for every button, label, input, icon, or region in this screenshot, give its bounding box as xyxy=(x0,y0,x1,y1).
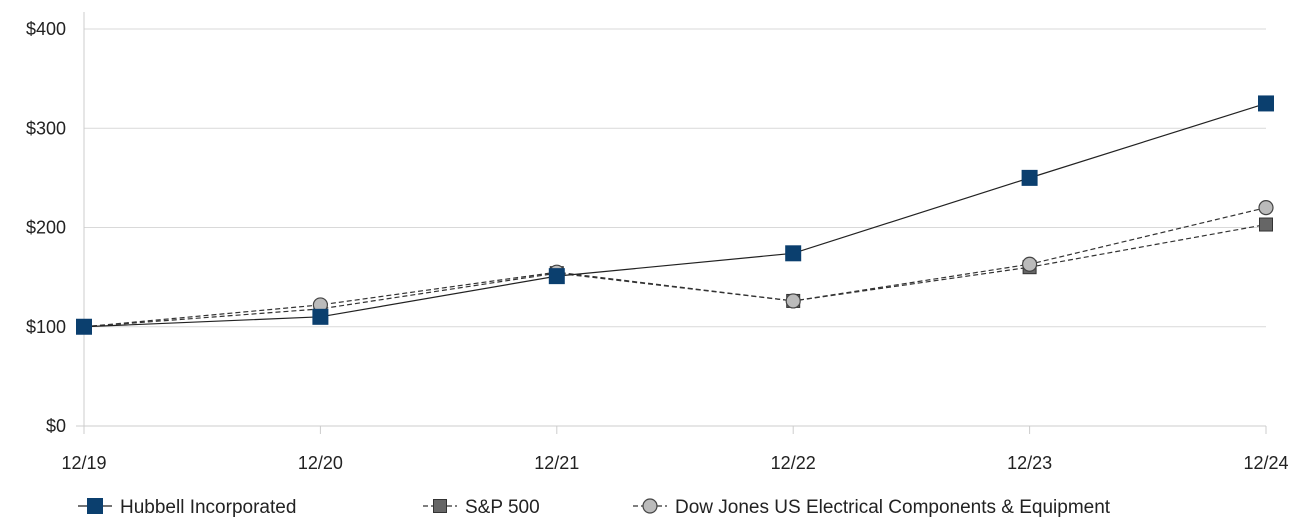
data-point xyxy=(785,293,801,309)
y-tick-label: $0 xyxy=(46,416,66,436)
legend-label: Hubbell Incorporated xyxy=(120,497,296,517)
legend-item: S&P 500 xyxy=(423,497,540,517)
series-line-1 xyxy=(83,223,1267,328)
x-tick-label: 12/20 xyxy=(298,453,343,473)
data-point xyxy=(548,268,565,285)
y-tick-label: $300 xyxy=(26,118,66,138)
x-tick-label: 12/19 xyxy=(61,453,106,473)
legend-marker xyxy=(433,499,447,513)
data-point xyxy=(1259,217,1273,232)
data-point xyxy=(312,308,329,325)
legend-marker xyxy=(642,498,658,514)
x-tick-label: 12/23 xyxy=(1007,453,1052,473)
legend: Hubbell Incorporated S&P 500 Dow Jones US … xyxy=(78,497,1111,517)
series-line-0 xyxy=(83,102,1267,328)
series-group xyxy=(76,95,1274,335)
legend-label: Dow Jones US Electrical Components & Equ… xyxy=(675,497,1111,517)
y-tick-label: $400 xyxy=(26,19,66,39)
y-tick-label: $100 xyxy=(26,317,66,337)
axes: $0 $100 $200 $300 $400 12/19 12/20 12/21 12/22 12… xyxy=(26,12,1289,473)
data-point xyxy=(76,318,92,335)
y-tick-label: $200 xyxy=(26,218,66,238)
x-tick-label: 12/24 xyxy=(1243,453,1288,473)
gridlines xyxy=(84,28,1266,328)
data-point xyxy=(1258,95,1274,112)
data-point xyxy=(785,245,802,262)
data-point xyxy=(1021,169,1038,186)
series-line-2 xyxy=(83,207,1267,328)
legend-label: S&P 500 xyxy=(465,497,540,517)
legend-item: Hubbell Incorporated xyxy=(78,497,296,517)
x-tick-label: 12/22 xyxy=(771,453,816,473)
data-point xyxy=(1258,200,1274,216)
legend-marker xyxy=(87,498,103,514)
legend-item: Dow Jones US Electrical Components & Equ… xyxy=(633,497,1111,517)
data-point xyxy=(1021,256,1038,272)
x-tick-label: 12/21 xyxy=(534,453,579,473)
